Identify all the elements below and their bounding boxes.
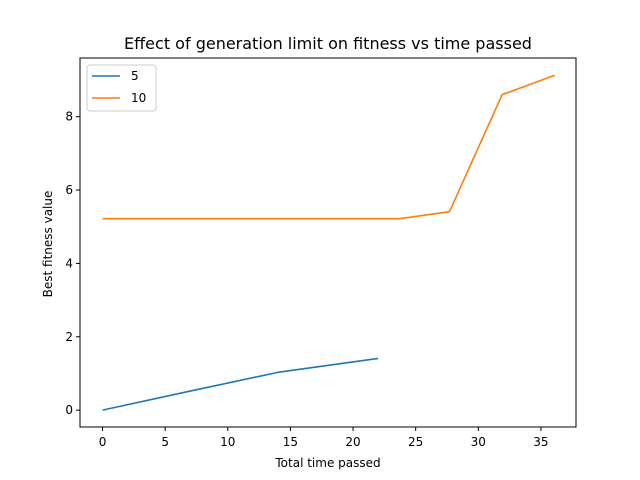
y-tick-label: 6 xyxy=(65,183,73,197)
x-tick-label: 25 xyxy=(408,435,423,449)
series-line-10 xyxy=(102,74,555,220)
x-tick-label: 5 xyxy=(161,435,169,449)
chart-title: Effect of generation limit on fitness vs… xyxy=(124,34,532,53)
series-line-5 xyxy=(102,357,379,411)
x-axis-label: Total time passed xyxy=(274,456,380,470)
y-axis: 0 2 4 6 8 xyxy=(65,110,80,417)
y-tick-label: 8 xyxy=(65,110,73,124)
x-tick-label: 10 xyxy=(220,435,235,449)
x-axis: 0 5 10 15 20 25 30 35 xyxy=(99,427,549,449)
x-tick-label: 35 xyxy=(533,435,548,449)
y-tick-label: 4 xyxy=(65,256,73,270)
y-tick-label: 0 xyxy=(65,403,73,417)
x-tick-label: 20 xyxy=(345,435,360,449)
legend-label-5: 5 xyxy=(131,69,139,83)
x-tick-label: 15 xyxy=(283,435,298,449)
series-layer xyxy=(102,74,555,411)
plot-frame xyxy=(79,57,577,428)
y-tick-label: 2 xyxy=(65,330,73,344)
y-axis-label: Best fitness value xyxy=(41,191,55,298)
x-tick-label: 30 xyxy=(471,435,486,449)
legend: 5 10 xyxy=(86,64,157,112)
legend-label-10: 10 xyxy=(131,91,146,105)
x-tick-label: 0 xyxy=(99,435,107,449)
